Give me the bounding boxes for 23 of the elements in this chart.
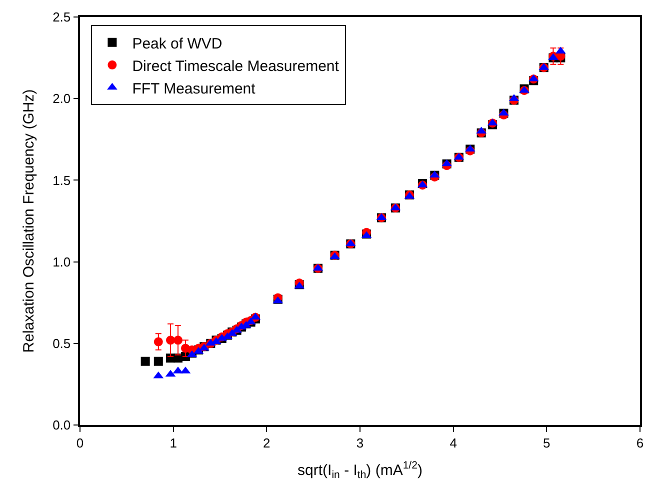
y-axis-title: Relaxation Oscillation Frequency (GHz): [20, 89, 38, 353]
point: [140, 356, 150, 366]
y-tick-label: 1.0: [52, 254, 71, 270]
x-axis-title: sqrt(I$_{in}$ - I$_{th}$) (mA$^{1/2}$): [298, 460, 422, 481]
y-tick-label: 2.0: [52, 91, 71, 106]
x-tick-label: 0: [76, 435, 84, 450]
x-tick-label: 5: [543, 435, 550, 450]
x-tick-label: 1: [170, 435, 177, 450]
x-tick-label: 6: [636, 435, 644, 450]
x-tick-label: 4: [450, 435, 457, 450]
point: [154, 356, 163, 366]
y-tick-label: 2.5: [52, 10, 71, 25]
legend-label: Direct Timescale Measurement: [132, 58, 340, 75]
x-tick-label: 2: [263, 435, 270, 450]
y-tick-label: 1.5: [52, 172, 71, 188]
point: [154, 337, 163, 346]
point: [166, 336, 176, 345]
point: [174, 336, 182, 345]
x-tick-label: 3: [356, 435, 364, 450]
y-tick-label: 0.0: [52, 418, 71, 433]
legend-label: FFT Measurement: [132, 80, 256, 98]
legend-label: Peak of WVD: [132, 35, 222, 52]
y-tick-label: 0.5: [52, 336, 71, 351]
